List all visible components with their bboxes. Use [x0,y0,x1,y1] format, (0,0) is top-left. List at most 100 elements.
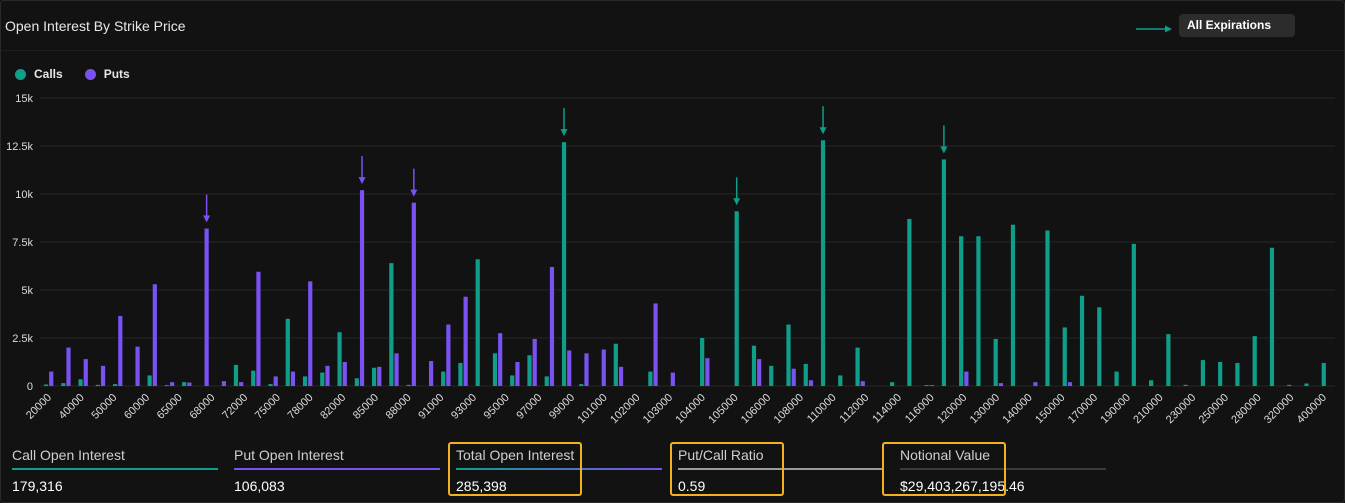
bar-puts [498,333,503,386]
bar-calls [976,236,981,386]
x-tick-label: 72000 [220,392,250,422]
bar-puts [411,202,416,386]
bar-puts [705,358,710,386]
x-tick-label: 108000 [772,392,806,426]
x-tick-label: 91000 [416,392,446,422]
bar-calls [1131,243,1136,386]
bar-calls [337,332,342,386]
bar-puts [860,381,865,386]
notional-label: Notional Value [900,447,991,463]
x-tick-label: 95000 [482,392,512,422]
bar-calls [441,371,446,386]
y-tick-label: 0 [27,381,33,393]
x-tick-label: 120000 [935,392,969,426]
x-tick-label: 280000 [1229,392,1263,426]
legend-puts[interactable]: Puts [84,67,130,81]
open-interest-bar-chart: 0 2.5k 5k 7.5k 10k 12.5k 15k 20000 40000 50000 600… [6,93,1335,426]
bar-calls [320,372,325,386]
bar-calls [786,324,791,386]
bar-puts [757,359,762,386]
bar-calls [751,345,757,386]
bar-puts [377,366,382,386]
bar-calls [510,375,515,386]
bar-puts [66,347,71,386]
bar-puts [273,376,278,386]
bar-calls [734,211,739,386]
x-tick-label: 105000 [706,392,740,426]
call-oi-underline [12,468,218,470]
bar-calls [561,142,567,386]
x-tick-label: 170000 [1066,392,1100,426]
bar-puts [359,190,365,386]
bar-puts [1033,382,1038,386]
x-tick-label: 75000 [253,392,283,422]
bar-puts [204,228,209,386]
page-title: Open Interest By Strike Price [5,18,186,34]
bar-puts [964,371,969,386]
notional-highlight [882,442,1006,496]
y-tick-label: 2.5k [12,333,33,345]
bar-calls [268,384,273,386]
pc-ratio-highlight [670,442,784,496]
stat-call-oi: Call Open Interest 179,316 [12,440,218,496]
bar-puts [135,346,140,386]
x-tick-label: 210000 [1131,392,1165,426]
bar-puts [100,365,106,386]
annotation-arrow-icon [819,127,827,135]
bar-calls [1114,371,1119,386]
annotation-arrow-icon [203,215,211,223]
bar-calls [251,370,256,386]
x-tick-label: 104000 [674,392,708,426]
bar-puts [601,349,606,386]
bar-puts [118,315,123,386]
bar-calls [700,338,705,386]
y-tick-label: 10k [15,189,33,201]
bar-calls [1045,230,1050,386]
bar-puts [221,381,226,386]
bar-calls [147,375,152,386]
x-tick-label: 106000 [739,392,773,426]
x-tick-label: 60000 [122,392,152,422]
bar-calls [1010,224,1016,386]
notional-underline [900,468,1106,470]
bar-calls [1183,384,1188,386]
legend-calls[interactable]: Calls [15,67,63,81]
total-oi-underline [456,468,662,470]
stats-row: Call Open Interest 179,316 Put Open Inte… [0,440,1345,500]
x-tick-label: 150000 [1033,392,1067,426]
bar-calls [855,347,860,386]
x-tick-label: 50000 [89,392,119,422]
bar-calls [389,263,394,386]
bar-calls [1235,362,1240,386]
bar-puts [584,353,589,386]
bar-calls [820,140,826,386]
expiration-select[interactable]: All Expirations [1179,14,1295,37]
bar-calls [579,384,584,386]
stat-total-oi: Total Open Interest 285,398 [456,440,662,496]
chart-legend: Calls Puts [15,67,152,81]
x-tick-label: 101000 [575,392,609,426]
legend-calls-label: Calls [34,67,63,81]
bar-puts [429,361,434,386]
bar-calls [164,385,169,386]
bar-calls [78,379,83,386]
bar-puts [929,385,934,386]
bar-puts [549,266,555,386]
stat-put-oi: Put Open Interest 106,083 [234,440,440,496]
bar-calls [838,375,843,386]
bar-calls [354,378,359,386]
bar-calls [924,385,929,386]
x-tick-label: 110000 [805,392,839,426]
pc-ratio-label: Put/Call Ratio [678,447,764,463]
bar-calls [1149,380,1154,386]
x-tick-label: 88000 [384,392,414,422]
bar-puts [791,368,796,386]
x-tick-label: 140000 [1000,392,1034,426]
bar-calls [613,343,618,386]
calls-dot-icon [15,68,26,80]
total-oi-highlight [448,442,582,496]
bar-puts [1067,382,1073,386]
bar-calls [1304,383,1309,386]
x-tick-label: 250000 [1197,392,1231,426]
bar-calls [1252,336,1257,386]
